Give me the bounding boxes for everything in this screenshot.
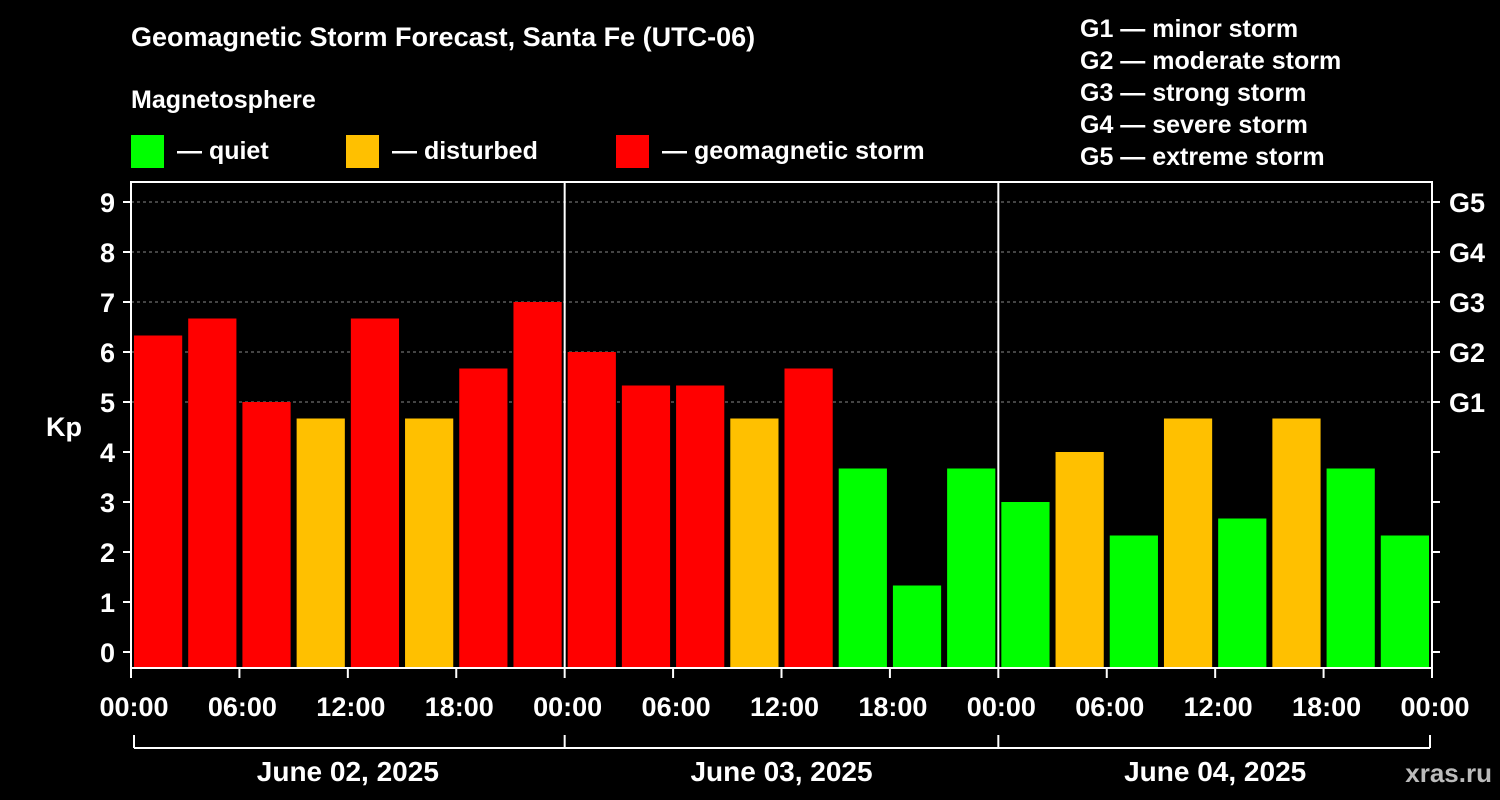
- y-tick-label: 3: [100, 488, 115, 518]
- y-tick-label: 8: [100, 238, 115, 268]
- x-tick-label: 18:00: [425, 692, 494, 722]
- y-tick-label: 9: [100, 188, 115, 218]
- kp-bar: [350, 318, 400, 668]
- kp-bar: [676, 385, 725, 668]
- y-tick-label: 4: [100, 438, 115, 468]
- y-tick-label: 5: [100, 388, 115, 418]
- legend-swatch-storm: [616, 134, 649, 168]
- kp-bar: [947, 468, 996, 668]
- day-label: June 02, 2025: [257, 756, 439, 787]
- day-label: June 03, 2025: [690, 756, 872, 787]
- x-tick-label: 18:00: [1292, 692, 1361, 722]
- y-tick-label: 6: [100, 338, 115, 368]
- y-tick-label: 7: [100, 288, 115, 318]
- legend-label-disturbed: — disturbed: [392, 136, 538, 165]
- x-tick-label: 12:00: [316, 692, 385, 722]
- x-tick-label: 06:00: [1075, 692, 1144, 722]
- kp-bar: [1109, 535, 1158, 668]
- kp-bar: [730, 418, 779, 668]
- gridlines: [131, 201, 1432, 403]
- kp-bar: [1055, 452, 1104, 668]
- kp-bar: [784, 368, 833, 668]
- x-tick-label: 00:00: [1400, 692, 1469, 722]
- legend-heading: Magnetosphere: [131, 86, 316, 114]
- kp-bar: [188, 318, 237, 668]
- legend-label-storm: — geomagnetic storm: [662, 136, 925, 165]
- kp-bar: [459, 368, 508, 668]
- g-axis-label: G2: [1449, 338, 1485, 368]
- kp-bar: [134, 335, 183, 668]
- y-axis-label: Kp: [46, 412, 82, 442]
- legend-swatch-quiet: [131, 134, 164, 168]
- chart-title: Geomagnetic Storm Forecast, Santa Fe (UT…: [131, 22, 756, 52]
- y-tick-label: 1: [100, 588, 115, 618]
- x-tick-label: 00:00: [967, 692, 1036, 722]
- kp-bar: [1272, 418, 1321, 668]
- kp-bar: [1380, 535, 1429, 668]
- kp-bar: [838, 468, 887, 668]
- g-axis-label: G4: [1449, 238, 1485, 268]
- legend-label-quiet: — quiet: [177, 136, 269, 165]
- legend-item-storm: — geomagnetic storm: [616, 134, 925, 168]
- g-axis-label: G3: [1449, 288, 1485, 318]
- x-tick-label: 00:00: [533, 692, 602, 722]
- x-tick-label: 06:00: [642, 692, 711, 722]
- kp-bar: [1326, 468, 1375, 668]
- watermark: xras.ru: [1405, 758, 1492, 788]
- g-scale-g1: G1 — minor storm: [1080, 15, 1299, 43]
- legend-item-quiet: — quiet: [131, 134, 269, 168]
- x-tick-label: 18:00: [858, 692, 927, 722]
- g-axis-label: G5: [1449, 188, 1485, 218]
- kp-bar: [513, 302, 562, 668]
- x-tick-label: 12:00: [1184, 692, 1253, 722]
- kp-bar: [567, 352, 616, 668]
- kp-bar: [242, 402, 291, 668]
- kp-bar: [296, 418, 345, 668]
- kp-bar: [1218, 518, 1267, 668]
- kp-bar: [1001, 502, 1050, 668]
- legend-item-disturbed: — disturbed: [346, 134, 538, 168]
- g-scale-g5: G5 — extreme storm: [1080, 143, 1325, 171]
- g-scale-g2: G2 — moderate storm: [1080, 47, 1342, 75]
- kp-bars: [134, 302, 1429, 668]
- x-tick-label: 12:00: [750, 692, 819, 722]
- kp-bar: [405, 418, 454, 668]
- kp-bar: [892, 585, 942, 668]
- kp-bar: [621, 385, 671, 668]
- y-tick-label: 0: [100, 638, 115, 668]
- x-tick-label: 00:00: [99, 692, 168, 722]
- g-axis-label: G1: [1449, 388, 1485, 418]
- legend-swatch-disturbed: [346, 134, 379, 168]
- day-label: June 04, 2025: [1124, 756, 1306, 787]
- y-tick-label: 2: [100, 538, 115, 568]
- x-tick-label: 06:00: [208, 692, 277, 722]
- kp-bar: [1163, 418, 1213, 668]
- g-scale-g4: G4 — severe storm: [1080, 111, 1308, 139]
- g-scale-g3: G3 — strong storm: [1080, 79, 1307, 107]
- axes: 0 1 2 3 4 5 6 7 8 9 G1 G2 G3 G4 G5 00:00 06:00 12:00 18:00…: [99, 188, 1485, 787]
